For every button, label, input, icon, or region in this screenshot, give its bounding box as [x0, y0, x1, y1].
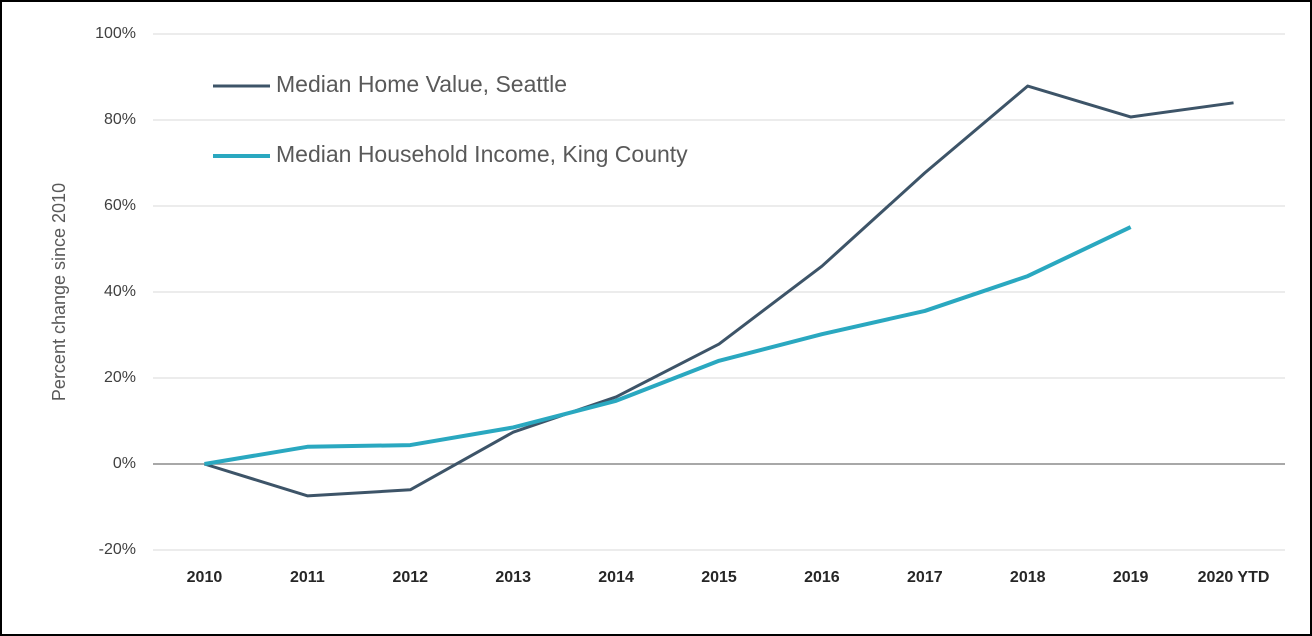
legend-label: Median Household Income, King County	[276, 141, 688, 167]
x-tick-label: 2016	[804, 569, 840, 586]
x-tick-label: 2012	[392, 569, 428, 586]
y-tick-label: 40%	[104, 283, 136, 300]
y-tick-label: 100%	[95, 25, 136, 42]
series-line	[204, 225, 1132, 466]
y-tick-label: 80%	[104, 111, 136, 128]
x-tick-label: 2020 YTD	[1198, 569, 1270, 586]
x-tick-label: 2017	[907, 569, 943, 586]
y-tick-label: -20%	[99, 541, 136, 558]
x-tick-label: 2018	[1010, 569, 1046, 586]
y-tick-label: 0%	[113, 455, 136, 472]
x-tick-label: 2014	[598, 569, 634, 586]
legend-label: Median Home Value, Seattle	[276, 71, 567, 97]
x-tick-label: 2011	[290, 569, 325, 586]
y-tick-label: 60%	[104, 197, 136, 214]
y-axis-title: Percent change since 2010	[49, 183, 69, 401]
y-tick-label: 20%	[104, 369, 136, 386]
x-tick-label: 2013	[495, 569, 531, 586]
x-tick-label: 2015	[701, 569, 737, 586]
x-tick-label: 2019	[1113, 569, 1149, 586]
x-tick-label: 2010	[187, 569, 223, 586]
series-line	[204, 84, 1234, 498]
